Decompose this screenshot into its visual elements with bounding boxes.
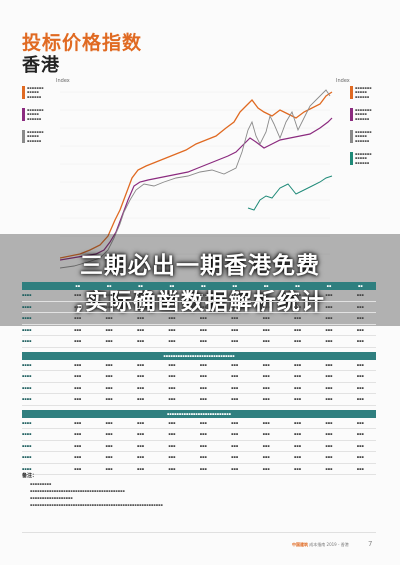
table-header-row: ▪▪ ▪▪ ▪▪ ▪▪ ▪▪ ▪▪ ▪▪ ▪▪ ▪▪ ▪▪	[22, 282, 376, 290]
index-line-chart	[60, 89, 333, 269]
legend-item: ▪▪▪▪▪▪▪ ▪▪▪▪▪ ▪▪▪▪▪▪	[22, 130, 60, 143]
chart-gridlines	[60, 91, 330, 255]
legend-item: ▪▪▪▪▪▪▪ ▪▪▪▪▪ ▪▪▪▪▪▪	[350, 130, 390, 143]
chart-legend-left: ▪▪▪▪▪▪▪ ▪▪▪▪▪ ▪▪▪▪▪▪ ▪▪▪▪▪▪▪ ▪▪▪▪▪ ▪▪▪▪▪▪ ▪▪…	[22, 86, 60, 152]
table-row: ▪▪▪▪ ▪▪▪ ▪▪▪ ▪▪▪ ▪▪▪ ▪▪▪ ▪▪▪ ▪▪▪ ▪▪▪ ▪▪▪ ▪▪▪	[22, 452, 376, 464]
table-row: ▪▪▪▪ ▪▪▪ ▪▪▪ ▪▪▪ ▪▪▪ ▪▪▪ ▪▪▪ ▪▪▪ ▪▪▪ ▪▪▪ ▪▪▪	[22, 383, 376, 394]
banner-headline: 三期必出一期香港免费	[80, 253, 320, 279]
table-building: ▪▪ ▪▪ ▪▪ ▪▪ ▪▪ ▪▪ ▪▪ ▪▪ ▪▪ ▪▪ ▪▪▪▪ ▪▪▪ ▪▪▪ ▪▪▪ ▪▪▪ ▪▪▪…	[22, 282, 376, 348]
table-arcadis: ▪▪▪▪▪▪▪▪▪▪▪▪▪▪▪▪▪▪▪▪▪▪▪▪▪▪▪▪▪▪ ▪▪▪▪ ▪▪▪ ▪▪…	[22, 351, 376, 406]
table-row: ▪▪▪▪ ▪▪▪ ▪▪▪ ▪▪▪ ▪▪▪ ▪▪▪ ▪▪▪ ▪▪▪ ▪▪▪ ▪▪▪ ▪▪▪	[22, 290, 376, 302]
notes-title: 备注：	[22, 473, 38, 479]
table-row: ▪▪▪▪ ▪▪▪ ▪▪▪ ▪▪▪ ▪▪▪ ▪▪▪ ▪▪▪ ▪▪▪ ▪▪▪ ▪▪▪ ▪▪▪	[22, 418, 376, 429]
banner-subheadline: ,实际确凿数据解析统计	[75, 289, 325, 315]
table-civil: ▪▪▪▪▪▪▪▪▪▪▪▪▪▪▪▪▪▪▪▪▪▪▪▪▪▪▪ ▪▪▪▪ ▪▪▪ ▪▪▪ ▪▪…	[22, 409, 376, 475]
table-row: ▪▪▪▪ ▪▪▪ ▪▪▪ ▪▪▪ ▪▪▪ ▪▪▪ ▪▪▪ ▪▪▪ ▪▪▪ ▪▪▪ ▪▪▪	[22, 394, 376, 406]
overlay-banner: 三期必出一期香港免费 ,实际确凿数据解析统计	[0, 234, 400, 326]
footer-divider	[22, 532, 376, 533]
index-tables: ▪▪ ▪▪ ▪▪ ▪▪ ▪▪ ▪▪ ▪▪ ▪▪ ▪▪ ▪▪ ▪▪▪▪ ▪▪▪ ▪▪▪ ▪▪▪ ▪▪▪ ▪▪▪…	[22, 282, 376, 479]
page-title: 投标价格指数	[22, 32, 143, 54]
legend-item: ▪▪▪▪▪▪▪ ▪▪▪▪▪ ▪▪▪▪▪▪	[350, 86, 390, 99]
page-footer: 中国建筑 成本指南 2019 - 香港	[292, 542, 349, 548]
footer-brand: 中国建筑	[292, 542, 308, 547]
table-section-header: ▪▪▪▪▪▪▪▪▪▪▪▪▪▪▪▪▪▪▪▪▪▪▪▪▪▪▪	[22, 409, 376, 418]
table-row: ▪▪▪▪ ▪▪▪ ▪▪▪ ▪▪▪ ▪▪▪ ▪▪▪ ▪▪▪ ▪▪▪ ▪▪▪ ▪▪▪ ▪▪▪	[22, 464, 376, 475]
footer-text: 成本指南 2019 - 香港	[309, 542, 349, 547]
series-line-grey	[60, 89, 331, 269]
notes-section: 备注： ▪▪▪▪▪▪▪▪▪ ▪▪▪▪▪▪▪▪▪▪▪▪▪▪▪▪▪▪▪▪▪▪▪▪▪▪…	[22, 472, 352, 509]
series-line-orange	[60, 91, 333, 259]
chart-legend-right: ▪▪▪▪▪▪▪ ▪▪▪▪▪ ▪▪▪▪▪▪ ▪▪▪▪▪▪▪ ▪▪▪▪▪ ▪▪▪▪▪▪ ▪▪…	[350, 86, 390, 174]
legend-item: ▪▪▪▪▪▪▪ ▪▪▪▪▪ ▪▪▪▪▪▪	[350, 152, 390, 165]
legend-item: ▪▪▪▪▪▪▪ ▪▪▪▪▪ ▪▪▪▪▪▪	[22, 86, 60, 99]
note-line: ▪▪▪▪▪▪▪▪▪▪▪▪▪▪▪▪▪▪	[30, 496, 73, 500]
left-axis-label: Index	[56, 78, 70, 84]
table-row: ▪▪▪▪ ▪▪▪ ▪▪▪ ▪▪▪ ▪▪▪ ▪▪▪ ▪▪▪ ▪▪▪ ▪▪▪ ▪▪▪ ▪▪▪	[22, 325, 376, 336]
series-line-purple	[60, 117, 333, 261]
table-row: ▪▪▪▪ ▪▪▪ ▪▪▪ ▪▪▪ ▪▪▪ ▪▪▪ ▪▪▪ ▪▪▪ ▪▪▪ ▪▪▪ ▪▪▪	[22, 302, 376, 313]
note-line: ▪▪▪▪▪▪▪▪▪▪▪▪▪▪▪▪▪▪▪▪▪▪▪▪▪▪▪▪▪▪▪▪▪▪▪▪▪▪▪▪	[30, 489, 125, 493]
table-row: ▪▪▪▪ ▪▪▪ ▪▪▪ ▪▪▪ ▪▪▪ ▪▪▪ ▪▪▪ ▪▪▪ ▪▪▪ ▪▪▪ ▪▪▪	[22, 429, 376, 441]
page-number: 7	[368, 540, 373, 548]
series-line-green	[247, 175, 333, 211]
legend-item: ▪▪▪▪▪▪▪ ▪▪▪▪▪ ▪▪▪▪▪▪	[22, 108, 60, 121]
table-row: ▪▪▪▪ ▪▪▪ ▪▪▪ ▪▪▪ ▪▪▪ ▪▪▪ ▪▪▪ ▪▪▪ ▪▪▪ ▪▪▪ ▪▪▪	[22, 371, 376, 383]
legend-item: ▪▪▪▪▪▪▪ ▪▪▪▪▪ ▪▪▪▪▪▪	[350, 108, 390, 121]
page-subtitle: 香港	[22, 55, 60, 76]
table-row: ▪▪▪▪ ▪▪▪ ▪▪▪ ▪▪▪ ▪▪▪ ▪▪▪ ▪▪▪ ▪▪▪ ▪▪▪ ▪▪▪ ▪▪▪	[22, 360, 376, 371]
note-line: ▪▪▪▪▪▪▪▪▪▪▪▪▪▪▪▪▪▪▪▪▪▪▪▪▪▪▪▪▪▪▪▪▪▪▪▪▪▪▪▪…	[30, 503, 163, 507]
table-section-header: ▪▪▪▪▪▪▪▪▪▪▪▪▪▪▪▪▪▪▪▪▪▪▪▪▪▪▪▪▪▪	[22, 351, 376, 360]
note-line: ▪▪▪▪▪▪▪▪▪	[30, 482, 52, 486]
table-row: ▪▪▪▪ ▪▪▪ ▪▪▪ ▪▪▪ ▪▪▪ ▪▪▪ ▪▪▪ ▪▪▪ ▪▪▪ ▪▪▪ ▪▪▪	[22, 313, 376, 325]
right-axis-label: Index	[336, 78, 350, 84]
table-row: ▪▪▪▪ ▪▪▪ ▪▪▪ ▪▪▪ ▪▪▪ ▪▪▪ ▪▪▪ ▪▪▪ ▪▪▪ ▪▪▪ ▪▪▪	[22, 336, 376, 348]
table-row: ▪▪▪▪ ▪▪▪ ▪▪▪ ▪▪▪ ▪▪▪ ▪▪▪ ▪▪▪ ▪▪▪ ▪▪▪ ▪▪▪ ▪▪▪	[22, 441, 376, 452]
